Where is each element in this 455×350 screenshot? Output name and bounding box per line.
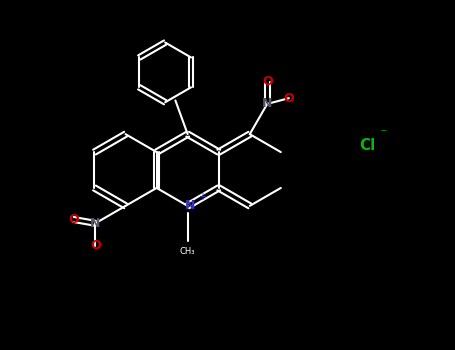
Text: CH₃: CH₃ — [180, 247, 195, 256]
Text: Cl: Cl — [359, 138, 375, 153]
Text: ⁻: ⁻ — [379, 127, 387, 141]
Text: N: N — [262, 97, 273, 111]
Text: N: N — [90, 217, 101, 230]
Text: O: O — [68, 213, 79, 226]
Text: +: + — [197, 192, 206, 202]
Text: N: N — [185, 199, 195, 212]
Text: O: O — [283, 92, 294, 105]
Text: O: O — [90, 239, 101, 252]
Text: O: O — [262, 75, 273, 88]
